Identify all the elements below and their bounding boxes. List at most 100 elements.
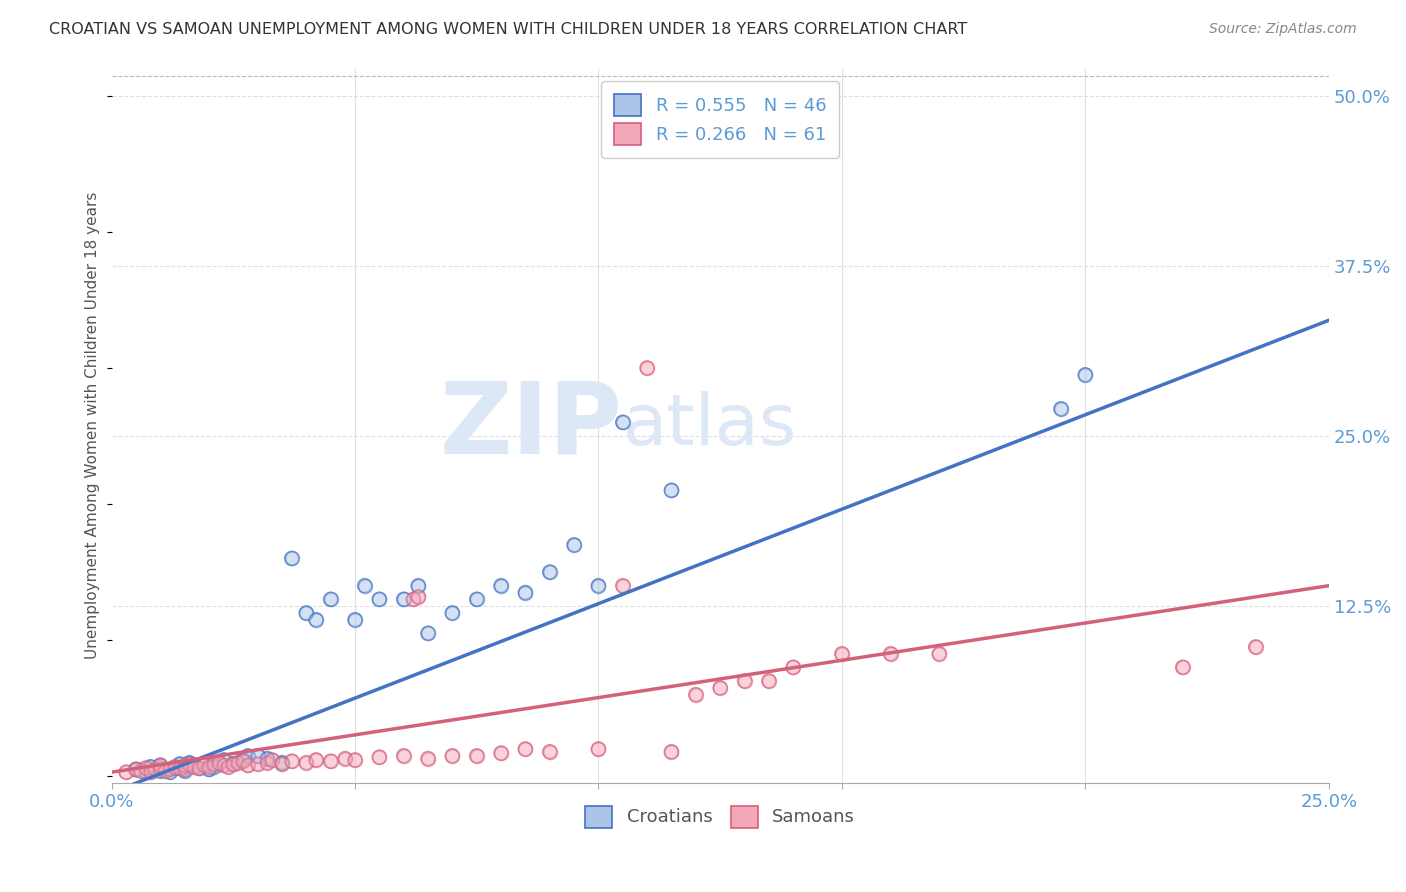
- Text: atlas: atlas: [623, 392, 797, 460]
- Point: [612, 579, 634, 593]
- Point: [169, 761, 191, 775]
- Point: [465, 592, 488, 607]
- Point: [188, 761, 211, 775]
- Point: [183, 758, 205, 772]
- Point: [319, 592, 342, 607]
- Point: [149, 764, 172, 778]
- Point: [734, 673, 756, 688]
- Point: [734, 143, 756, 157]
- Point: [1171, 660, 1194, 674]
- Point: [489, 579, 512, 593]
- Point: [232, 753, 254, 767]
- Point: [335, 751, 357, 765]
- Point: [139, 765, 162, 780]
- Point: [408, 579, 430, 593]
- Text: Source: ZipAtlas.com: Source: ZipAtlas.com: [1209, 22, 1357, 37]
- Point: [188, 761, 211, 775]
- Point: [661, 483, 683, 498]
- Point: [1244, 640, 1267, 654]
- Point: [198, 763, 221, 777]
- Point: [135, 761, 157, 775]
- Point: [163, 761, 186, 775]
- Point: [202, 760, 225, 774]
- Point: [212, 753, 235, 767]
- Point: [441, 748, 464, 763]
- Point: [368, 592, 391, 607]
- Point: [222, 756, 245, 771]
- Point: [139, 760, 162, 774]
- Point: [149, 764, 172, 778]
- Point: [222, 756, 245, 771]
- Point: [188, 761, 211, 775]
- Point: [353, 579, 375, 593]
- Point: [879, 647, 901, 661]
- Point: [173, 758, 195, 772]
- Point: [135, 761, 157, 775]
- Point: [280, 551, 302, 566]
- Point: [173, 763, 195, 777]
- Point: [256, 756, 278, 770]
- Point: [831, 647, 853, 661]
- Point: [343, 753, 366, 767]
- Point: [125, 763, 148, 777]
- Point: [125, 763, 148, 777]
- Point: [734, 673, 756, 688]
- Point: [226, 756, 249, 770]
- Point: [515, 585, 537, 599]
- Point: [222, 756, 245, 771]
- Point: [153, 763, 176, 777]
- Point: [408, 579, 430, 593]
- Point: [232, 753, 254, 767]
- Point: [159, 763, 181, 777]
- Point: [392, 748, 415, 763]
- Point: [256, 751, 278, 765]
- Point: [295, 606, 318, 620]
- Point: [125, 763, 148, 777]
- Text: ZIP: ZIP: [440, 377, 623, 475]
- Point: [612, 416, 634, 430]
- Point: [246, 756, 269, 771]
- Point: [198, 760, 221, 774]
- Point: [562, 538, 585, 552]
- Point: [208, 756, 231, 770]
- Text: CROATIAN VS SAMOAN UNEMPLOYMENT AMONG WOMEN WITH CHILDREN UNDER 18 YEARS CORRELA: CROATIAN VS SAMOAN UNEMPLOYMENT AMONG WO…: [49, 22, 967, 37]
- Point: [135, 765, 157, 780]
- Point: [280, 754, 302, 768]
- Point: [183, 760, 205, 774]
- Point: [661, 745, 683, 759]
- Point: [465, 748, 488, 763]
- Point: [343, 753, 366, 767]
- Point: [305, 753, 328, 767]
- Point: [295, 606, 318, 620]
- Point: [538, 745, 561, 759]
- Point: [368, 592, 391, 607]
- Point: [139, 760, 162, 774]
- Point: [135, 765, 157, 780]
- Point: [149, 758, 172, 772]
- Point: [408, 590, 430, 604]
- Point: [392, 592, 415, 607]
- Point: [335, 751, 357, 765]
- Point: [709, 681, 731, 695]
- Point: [515, 742, 537, 756]
- Point: [928, 647, 950, 661]
- Point: [208, 756, 231, 770]
- Point: [588, 742, 610, 756]
- Point: [198, 760, 221, 774]
- Point: [489, 746, 512, 760]
- Point: [368, 750, 391, 764]
- Point: [129, 764, 152, 778]
- Point: [169, 756, 191, 771]
- Point: [163, 760, 186, 774]
- Point: [232, 754, 254, 768]
- Point: [183, 758, 205, 772]
- Point: [305, 613, 328, 627]
- Point: [562, 538, 585, 552]
- Point: [129, 764, 152, 778]
- Point: [353, 579, 375, 593]
- Point: [159, 763, 181, 777]
- Point: [173, 764, 195, 778]
- Point: [685, 688, 707, 702]
- Point: [188, 761, 211, 775]
- Point: [538, 565, 561, 579]
